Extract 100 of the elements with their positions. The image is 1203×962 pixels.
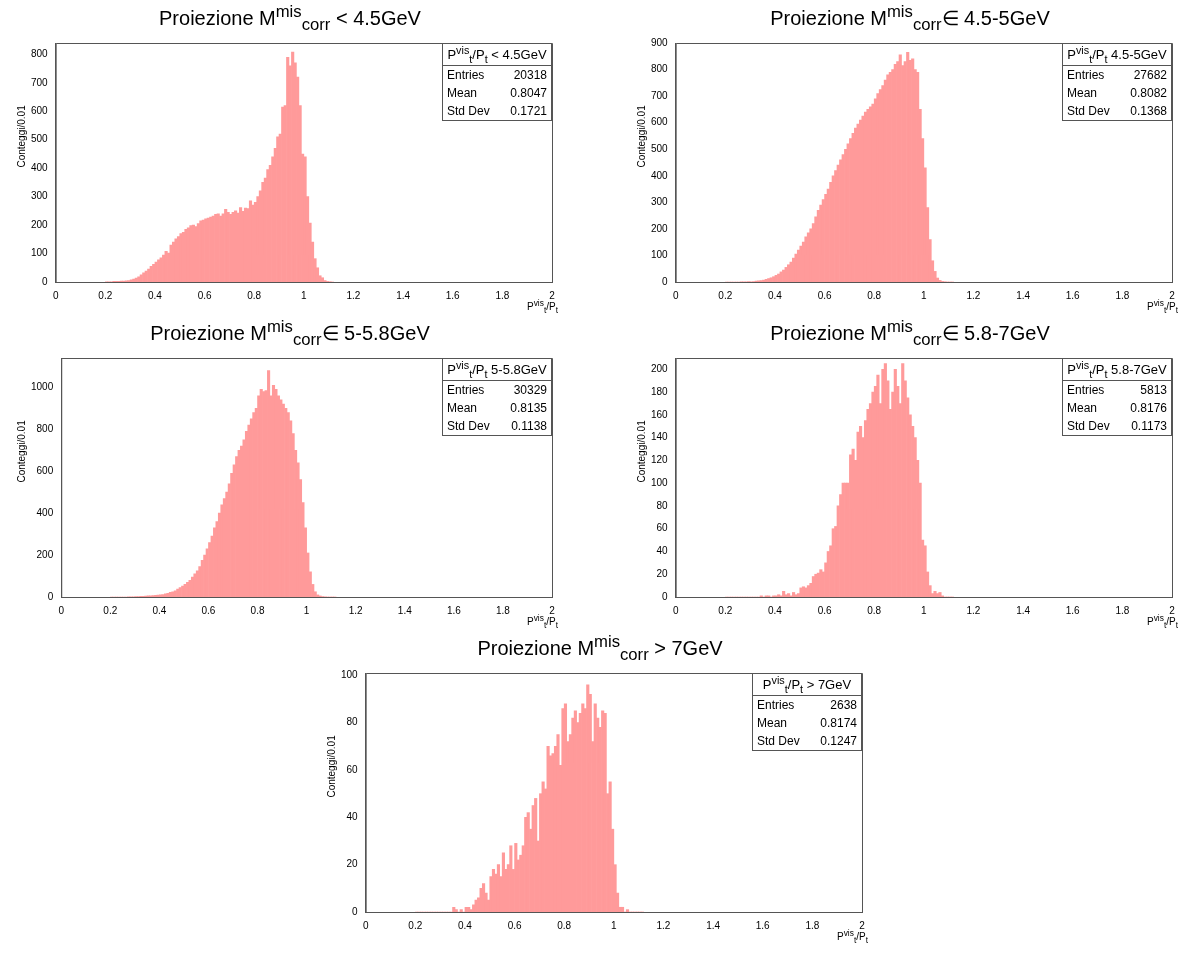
y-tick-label: 600 bbox=[36, 464, 54, 476]
x-tick-label: 0.4 bbox=[767, 604, 783, 616]
x-tick-label: 0.2 bbox=[718, 604, 733, 616]
y-tick-label: 120 bbox=[651, 454, 669, 466]
x-tick-label: 1.8 bbox=[495, 289, 510, 301]
annotation: P$^{vis}$$_{t}$/P$_{t}$ 5-5.8GeV bbox=[443, 359, 551, 381]
annotation: 0.8174 bbox=[820, 715, 857, 730]
y-tick-label: 0 bbox=[42, 275, 49, 287]
y-tick-label: 200 bbox=[651, 363, 669, 375]
y-tick-label: 180 bbox=[651, 385, 669, 397]
x-tick-label: 1.4 bbox=[1016, 289, 1031, 301]
annotation: Entries bbox=[1067, 67, 1105, 82]
y-tick-label: 500 bbox=[31, 133, 49, 145]
annotation: 0.1721 bbox=[510, 103, 547, 118]
y-tick-label: 200 bbox=[36, 548, 54, 560]
x-tick-label: 0 bbox=[362, 919, 369, 931]
x-tick-label: 0.4 bbox=[152, 604, 167, 616]
chart-title: Proiezione M$^{mis}$$_{corr}$ > 7GeV bbox=[476, 632, 724, 665]
x-axis-title: P$^{vis}$$_{t}$/P$_{t}$ bbox=[1147, 298, 1178, 316]
x-tick-label: 1.6 bbox=[445, 289, 461, 301]
chart-title: Proiezione M$^{mis}$$_{corr}$ < 4.5GeV bbox=[158, 2, 422, 35]
annotation: 0.8135 bbox=[510, 400, 547, 415]
chart-title: Proiezione M$^{mis}$$_{corr}$∈ 5.8-7GeV bbox=[769, 317, 1051, 350]
y-axis-title: Conteggi/0.01 bbox=[636, 420, 647, 483]
x-tick-label: 0.4 bbox=[767, 289, 783, 301]
annotation: 0.1247 bbox=[820, 733, 857, 748]
y-tick-label: 300 bbox=[651, 196, 669, 208]
annotation: 0.1173 bbox=[1131, 418, 1167, 433]
y-tick-label: 400 bbox=[31, 161, 49, 173]
y-tick-label: 400 bbox=[651, 169, 669, 181]
y-tick-label: 160 bbox=[651, 408, 669, 420]
x-tick-label: 1.2 bbox=[346, 289, 361, 301]
y-tick-label: 100 bbox=[341, 669, 359, 681]
annotation: Mean bbox=[1067, 400, 1098, 415]
x-tick-label: 1 bbox=[921, 289, 928, 301]
chart-title: Proiezione M$^{mis}$$_{corr}$∈ 4.5-5GeV bbox=[769, 2, 1051, 35]
x-tick-label: 1.4 bbox=[706, 919, 721, 931]
x-tick-label: 0 bbox=[672, 604, 679, 616]
x-tick-label: 1.2 bbox=[966, 289, 981, 301]
annotation: Mean bbox=[757, 715, 788, 730]
x-tick-label: 1 bbox=[611, 919, 618, 931]
x-tick-label: 1 bbox=[303, 604, 310, 616]
y-tick-label: 0 bbox=[662, 275, 669, 287]
x-tick-label: 0.8 bbox=[557, 919, 572, 931]
y-tick-label: 500 bbox=[651, 142, 669, 154]
x-tick-label: 1.8 bbox=[495, 604, 511, 616]
annotation: 0.8082 bbox=[1130, 85, 1167, 100]
x-tick-label: 1.8 bbox=[1115, 604, 1130, 616]
x-tick-label: 0.6 bbox=[817, 604, 832, 616]
x-tick-label: 1.4 bbox=[397, 604, 413, 616]
y-tick-label: 300 bbox=[31, 190, 49, 202]
x-axis-title: P$^{vis}$$_{t}$/P$_{t}$ bbox=[1147, 613, 1178, 631]
annotation: Std Dev bbox=[447, 418, 490, 433]
y-tick-label: 0 bbox=[352, 905, 359, 917]
x-tick-label: 0.6 bbox=[197, 289, 212, 301]
x-tick-label: 1 bbox=[301, 289, 308, 301]
annotation: Entries bbox=[447, 382, 485, 397]
y-tick-label: 600 bbox=[651, 116, 669, 128]
y-tick-label: 40 bbox=[346, 811, 359, 823]
y-tick-label: 800 bbox=[651, 63, 669, 75]
x-tick-label: 1.6 bbox=[755, 919, 771, 931]
annotation: 5813 bbox=[1140, 382, 1167, 397]
x-tick-label: 0.6 bbox=[201, 604, 216, 616]
x-tick-label: 1.2 bbox=[966, 604, 981, 616]
x-axis-title: P$^{vis}$$_{t}$/P$_{t}$ bbox=[527, 298, 558, 316]
annotation: P$^{vis}$$_{t}$/P$_{t}$ 5.8-7GeV bbox=[1063, 359, 1171, 381]
x-tick-label: 1.8 bbox=[1115, 289, 1130, 301]
annotation: Std Dev bbox=[1067, 418, 1110, 433]
x-tick-label: 0.8 bbox=[867, 604, 882, 616]
annotation: 2638 bbox=[830, 697, 857, 712]
x-tick-label: 0.8 bbox=[867, 289, 882, 301]
x-tick-label: 0.6 bbox=[817, 289, 832, 301]
x-tick-label: 2 bbox=[1169, 289, 1176, 301]
x-tick-label: 1.2 bbox=[656, 919, 671, 931]
chart-title: Proiezione M$^{mis}$$_{corr}$∈ 5-5.8GeV bbox=[149, 317, 431, 350]
x-tick-label: 0.8 bbox=[250, 604, 265, 616]
annotation: Std Dev bbox=[447, 103, 490, 118]
annotation: 27682 bbox=[1133, 67, 1167, 82]
y-tick-label: 0 bbox=[47, 590, 54, 602]
x-axis-title: P$^{vis}$$_{t}$/P$_{t}$ bbox=[837, 928, 868, 946]
x-tick-label: 1.8 bbox=[805, 919, 820, 931]
annotation: Mean bbox=[1067, 85, 1098, 100]
y-tick-label: 200 bbox=[31, 218, 49, 230]
y-tick-label: 80 bbox=[346, 716, 359, 728]
y-axis-title: Conteggi/0.01 bbox=[326, 735, 337, 798]
x-tick-label: 1.6 bbox=[446, 604, 462, 616]
y-tick-label: 20 bbox=[656, 567, 669, 579]
y-axis-title: Conteggi/0.01 bbox=[636, 105, 647, 168]
x-tick-label: 2 bbox=[1169, 604, 1176, 616]
y-tick-label: 700 bbox=[651, 89, 669, 101]
y-axis-title: Conteggi/0.01 bbox=[16, 105, 27, 168]
annotation: P$^{vis}$$_{t}$/P$_{t}$ > 7GeV bbox=[753, 674, 861, 696]
annotation: 0.8176 bbox=[1130, 400, 1167, 415]
y-tick-label: 140 bbox=[651, 431, 669, 443]
annotation: Entries bbox=[1067, 382, 1105, 397]
x-tick-label: 0.2 bbox=[408, 919, 423, 931]
y-tick-label: 100 bbox=[651, 249, 669, 261]
x-tick-label: 0.4 bbox=[147, 289, 163, 301]
x-tick-label: 0.2 bbox=[718, 289, 733, 301]
y-tick-label: 800 bbox=[31, 48, 49, 60]
